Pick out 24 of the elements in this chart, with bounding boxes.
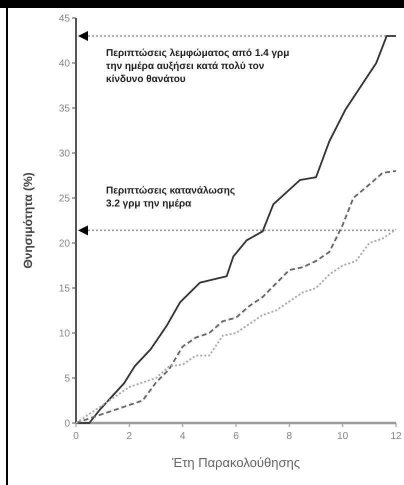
y-tick-label: 25: [58, 194, 70, 204]
y-tick-label: 5: [64, 374, 70, 384]
x-tick-label: 12: [390, 431, 402, 442]
y-tick-label: 15: [58, 284, 70, 294]
ref-line-label: Περιπτώσεις λεμφώματος από 1.4 γρμ την ημέρα αυξήσει κατά πολύ τον κίνδυνο θανάτου: [106, 48, 290, 85]
y-tick-label: 20: [58, 238, 70, 250]
x-tick-label: 4: [180, 431, 186, 442]
x-tick-label: 8: [286, 431, 293, 442]
x-tick-label: 10: [337, 431, 349, 442]
x-axis-title: Έτη Παρακολούθησης: [171, 455, 300, 470]
y-tick-label: 10: [58, 328, 70, 340]
y-axis-title: Θνησιμότητα (%): [21, 172, 35, 269]
line-series: [75, 228, 397, 424]
y-tick-label: 45: [58, 14, 70, 24]
y-tick-label: 0: [64, 418, 70, 430]
line-series: [75, 170, 397, 424]
x-tick-label: 2: [126, 431, 133, 442]
x-tick-label: 0: [73, 431, 80, 442]
line-series: [75, 35, 397, 424]
ref-line-label: Περιπτώσεις κατανάλωσης 3.2 γρμ την ημέρα: [106, 185, 236, 210]
y-tick-label: 35: [58, 104, 70, 114]
y-tick-label: 40: [58, 58, 70, 70]
x-tick-label: 6: [233, 431, 240, 442]
y-tick-label: 30: [58, 148, 70, 160]
